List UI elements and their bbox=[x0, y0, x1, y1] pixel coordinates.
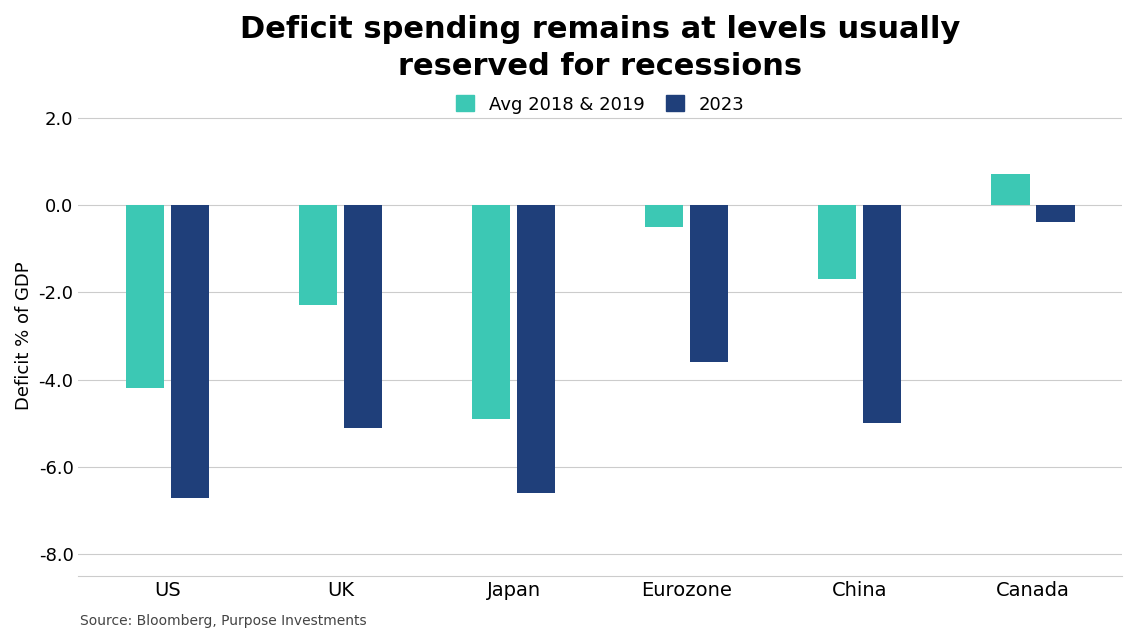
Bar bbox=[819, 205, 856, 279]
Legend: Avg 2018 & 2019, 2023: Avg 2018 & 2019, 2023 bbox=[456, 95, 745, 113]
Bar bbox=[126, 205, 164, 389]
Text: Source: Bloomberg, Purpose Investments: Source: Bloomberg, Purpose Investments bbox=[80, 614, 366, 628]
Bar bbox=[1037, 205, 1074, 223]
Bar bbox=[863, 205, 902, 424]
Bar bbox=[690, 205, 729, 362]
Bar bbox=[345, 205, 382, 428]
Bar bbox=[299, 205, 337, 306]
Bar bbox=[517, 205, 555, 493]
Bar bbox=[171, 205, 209, 498]
Bar bbox=[472, 205, 511, 419]
Bar bbox=[991, 174, 1029, 205]
Title: Deficit spending remains at levels usually
reserved for recessions: Deficit spending remains at levels usual… bbox=[240, 15, 961, 81]
Bar bbox=[645, 205, 683, 227]
Y-axis label: Deficit % of GDP: Deficit % of GDP bbox=[15, 262, 33, 410]
